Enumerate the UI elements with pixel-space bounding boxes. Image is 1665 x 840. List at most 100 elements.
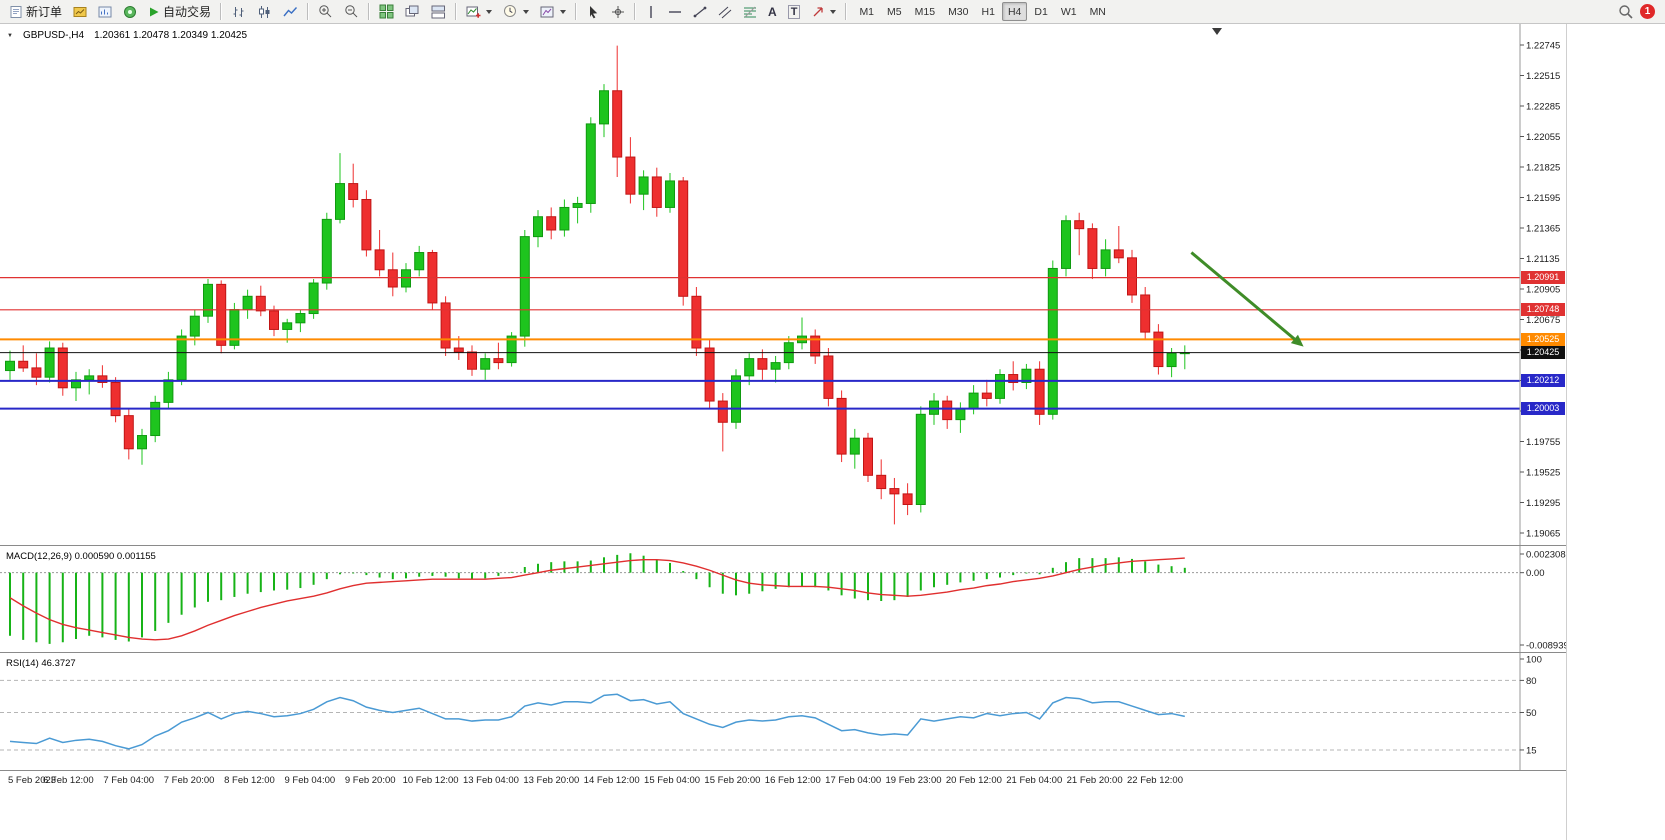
- zoom-out-icon: [345, 5, 358, 18]
- periods-button[interactable]: [498, 1, 534, 22]
- time-axis[interactable]: 5 Feb 2023 6 Feb 12:00 7 Feb 04:00 7 Feb 20…: [0, 770, 1566, 791]
- timeframe-button-m1[interactable]: M1: [853, 2, 880, 21]
- price-axis: 1.22745 1.22515 1.22285 1.22055 1.21825 1.215…: [1520, 41, 1560, 540]
- svg-text:80: 80: [1526, 676, 1537, 687]
- crosshair-icon: [612, 5, 625, 18]
- time-label: 10 Feb 12:00: [402, 775, 459, 786]
- candlestick-chart-button[interactable]: [252, 1, 277, 22]
- svg-text:15: 15: [1526, 745, 1537, 756]
- notification-badge[interactable]: 1: [1640, 4, 1655, 19]
- chart-dropdown-icon[interactable]: ▼: [7, 32, 13, 39]
- timeframe-button-h1[interactable]: H1: [976, 2, 1001, 21]
- new-order-button[interactable]: 新订单: [4, 1, 67, 22]
- search-button[interactable]: [1613, 1, 1639, 22]
- chevron-down-icon: [523, 9, 530, 14]
- channel-icon: [718, 6, 732, 18]
- arrows-icon: [813, 6, 824, 16]
- navigator-button[interactable]: [118, 1, 142, 22]
- data-window-icon: [98, 6, 112, 17]
- vertical-line-icon: [650, 5, 652, 18]
- text-label-tool-button[interactable]: T: [783, 1, 806, 22]
- rsi-axis: 100 80 50 15: [1520, 655, 1542, 756]
- data-window-button[interactable]: [93, 1, 117, 22]
- toolbar-separator: [575, 3, 578, 20]
- svg-text:1.21825: 1.21825: [1526, 163, 1560, 174]
- toolbar-separator: [455, 3, 458, 20]
- tile-horizontal-icon: [431, 5, 446, 18]
- cascade-windows-icon: [405, 5, 419, 16]
- templates-button[interactable]: [535, 1, 571, 22]
- zoom-in-button[interactable]: [313, 1, 338, 22]
- trend-arrow-annotation[interactable]: [1190, 251, 1304, 347]
- time-label: 5 Feb 2023: [8, 775, 57, 786]
- chevron-down-icon: [560, 9, 567, 14]
- line-chart-button[interactable]: [278, 1, 303, 22]
- price-chart[interactable]: 1.22745 1.22515 1.22285 1.22055 1.21825 1.215…: [0, 24, 1566, 545]
- timeframe-button-m5[interactable]: M5: [881, 2, 908, 21]
- cursor-icon: [590, 5, 598, 18]
- templates-icon: [540, 6, 554, 17]
- zoom-out-button[interactable]: [339, 1, 364, 22]
- horizontal-line-tool-button[interactable]: [663, 1, 687, 22]
- line-chart-icon: [283, 6, 298, 16]
- text-tool-button[interactable]: A: [763, 1, 782, 22]
- trendline-tool-button[interactable]: [688, 1, 712, 22]
- timeframe-toolbar: M1 M5 M15 M30 H1 H4 D1 W1 MN: [853, 2, 1111, 21]
- svg-text:1.22515: 1.22515: [1526, 71, 1560, 82]
- cursor-button[interactable]: [581, 1, 605, 22]
- search-icon: [1619, 4, 1633, 19]
- text-label-icon: T: [787, 4, 801, 19]
- svg-text:1.19295: 1.19295: [1526, 498, 1560, 509]
- autotrading-button[interactable]: 自动交易: [143, 1, 216, 22]
- svg-text:1.19985: 1.19985: [1526, 407, 1560, 418]
- svg-text:1.20905: 1.20905: [1526, 285, 1560, 296]
- horizontal-line-icon: [669, 10, 682, 13]
- market-watch-button[interactable]: [68, 1, 92, 22]
- bar-chart-button[interactable]: [226, 1, 251, 22]
- macd-pane: 0.002308 0.00 -0.008939 MACD(12,26,9) 0.00…: [0, 545, 1566, 652]
- chart-shift-marker[interactable]: [1212, 28, 1222, 35]
- svg-text:50: 50: [1526, 708, 1537, 719]
- toolbar-separator: [634, 3, 637, 20]
- new-order-label: 新订单: [26, 5, 63, 19]
- bar-chart-icon: [233, 6, 244, 17]
- time-label: 14 Feb 12:00: [583, 775, 640, 786]
- timeframe-button-mn[interactable]: MN: [1084, 2, 1112, 21]
- rsi-line: [9, 693, 1185, 750]
- macd-axis: 0.002308 0.00 -0.008939: [1520, 550, 1566, 652]
- time-label: 8 Feb 12:00: [224, 775, 275, 786]
- svg-text:0.002308: 0.002308: [1526, 550, 1566, 561]
- macd-chart[interactable]: 0.002308 0.00 -0.008939: [0, 546, 1566, 652]
- vertical-line-tool-button[interactable]: [640, 1, 662, 22]
- indicators-icon: [466, 6, 481, 18]
- cascade-windows-button[interactable]: [400, 1, 425, 22]
- tile-windows-button[interactable]: [374, 1, 399, 22]
- zoom-in-icon: [319, 5, 332, 18]
- chevron-down-icon: [486, 9, 493, 14]
- rsi-chart[interactable]: 100 80 50 15: [0, 653, 1566, 770]
- fibonacci-tool-button[interactable]: [738, 1, 762, 22]
- timeframe-button-w1[interactable]: W1: [1055, 2, 1083, 21]
- navigator-icon: [124, 5, 137, 18]
- svg-text:1.20215: 1.20215: [1526, 376, 1560, 387]
- time-label: 16 Feb 12:00: [764, 775, 821, 786]
- toolbar-separator: [307, 3, 310, 20]
- svg-text:1.21135: 1.21135: [1526, 254, 1560, 265]
- chart-symbol-period: GBPUSD-,H4: [22, 30, 85, 41]
- right-filler: [1566, 24, 1665, 840]
- toolbar-separator: [845, 3, 848, 20]
- text-icon: A: [768, 4, 777, 19]
- main-toolbar: 新订单 自动交易: [0, 0, 1665, 24]
- svg-text:1.22285: 1.22285: [1526, 102, 1560, 113]
- timeframe-button-m15[interactable]: M15: [909, 2, 941, 21]
- indicators-button[interactable]: [461, 1, 497, 22]
- time-label: 22 Feb 12:00: [1127, 775, 1183, 786]
- timeframe-button-d1[interactable]: D1: [1028, 2, 1053, 21]
- tile-horizontal-button[interactable]: [426, 1, 451, 22]
- timeframe-button-h4[interactable]: H4: [1001, 2, 1028, 21]
- fibonacci-icon: [744, 6, 757, 17]
- channel-tool-button[interactable]: [713, 1, 737, 22]
- timeframe-button-m30[interactable]: M30: [942, 2, 974, 21]
- arrows-tool-button[interactable]: [806, 1, 841, 22]
- crosshair-button[interactable]: [606, 1, 630, 22]
